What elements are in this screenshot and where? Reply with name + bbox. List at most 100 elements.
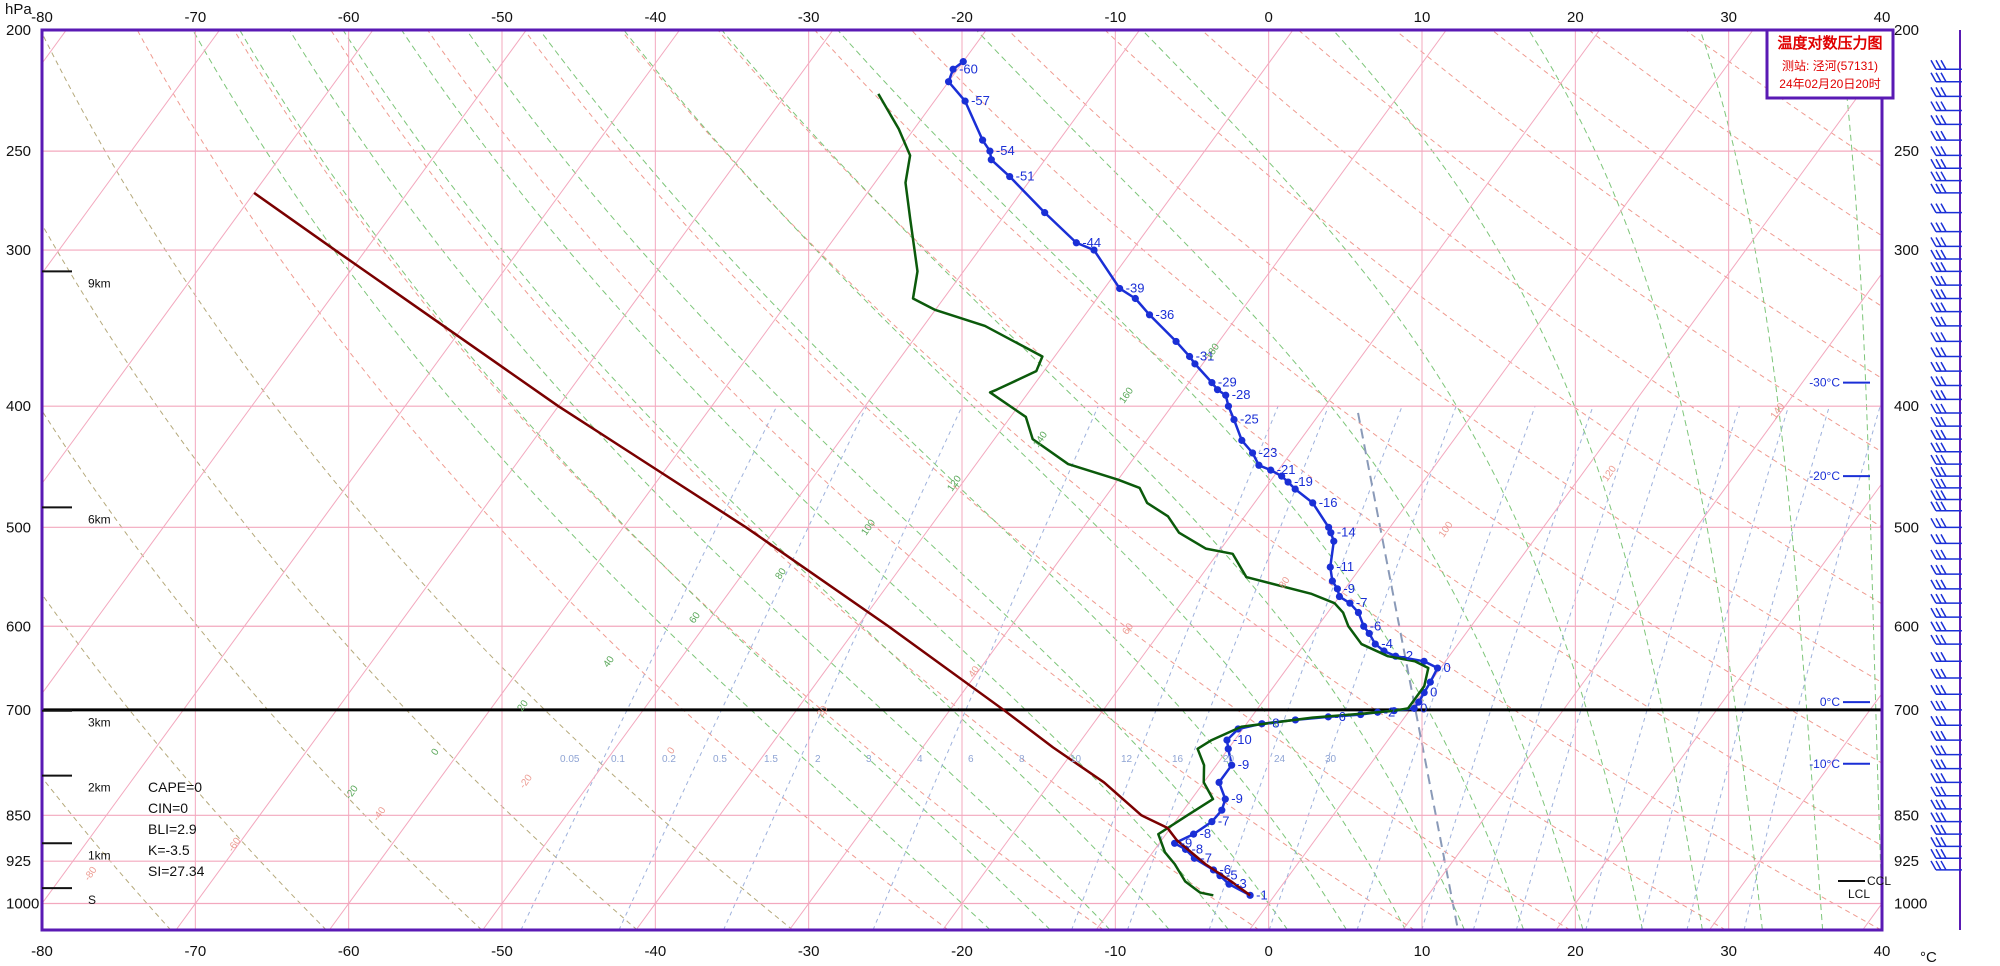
temperature-point-label: -11 bbox=[1336, 559, 1354, 574]
wind-barb-flag bbox=[1940, 799, 1947, 810]
mixing-ratio-value-label: 2 bbox=[815, 754, 821, 765]
dewpoint-line bbox=[877, 93, 1430, 897]
wind-barb-flag bbox=[1930, 249, 1937, 260]
wind-barb-flag bbox=[1935, 773, 1942, 783]
wind-barb bbox=[1930, 442, 1962, 453]
wind-barb-flag bbox=[1940, 684, 1947, 695]
mixing-ratio-value-label: 16 bbox=[1172, 754, 1184, 765]
wind-barb-flag bbox=[1930, 593, 1937, 604]
wind-barb-flag bbox=[1930, 183, 1937, 194]
temperature-point bbox=[1360, 622, 1368, 630]
wind-barb-flag bbox=[1940, 171, 1947, 182]
wind-barb-flag bbox=[1930, 700, 1937, 711]
wind-barb bbox=[1930, 549, 1962, 560]
isotherm bbox=[1095, 30, 1754, 930]
wind-barb-flag bbox=[1930, 289, 1937, 299]
wind-barb-flag bbox=[1935, 59, 1942, 70]
wind-barb-flag bbox=[1940, 183, 1947, 194]
wind-barb bbox=[1930, 700, 1962, 711]
wind-barb-flag bbox=[1940, 442, 1947, 453]
wind-barb-flag bbox=[1940, 237, 1947, 247]
wind-barb bbox=[1930, 275, 1962, 286]
temperature-point bbox=[1354, 608, 1363, 617]
wind-barb-flag bbox=[1930, 316, 1937, 327]
temperature-point bbox=[978, 136, 987, 144]
wind-barb bbox=[1930, 668, 1962, 679]
temperature-point-label: -6 bbox=[1334, 709, 1346, 724]
wind-barb-flag bbox=[1930, 171, 1937, 182]
wind-barb-flag bbox=[1930, 786, 1937, 797]
wind-barb-flag bbox=[1935, 730, 1942, 741]
temperature-point bbox=[1218, 806, 1226, 814]
wind-barb-flag bbox=[1935, 316, 1942, 327]
wind-barb-flag bbox=[1935, 700, 1942, 711]
temperature-point bbox=[1420, 657, 1428, 665]
temperature-point bbox=[1433, 664, 1442, 672]
mixing-ratio-line bbox=[520, 405, 778, 930]
wind-barb bbox=[1930, 403, 1962, 414]
dry-adiabat bbox=[717, 30, 1882, 930]
wind-barb-flag bbox=[1930, 745, 1937, 755]
wind-barb-flag bbox=[1940, 668, 1947, 679]
isotherm bbox=[42, 30, 374, 485]
wind-barb bbox=[1930, 478, 1962, 489]
right-pressure-tick-label: 500 bbox=[1894, 519, 1919, 536]
wind-barb bbox=[1930, 86, 1962, 98]
wind-barb-flag bbox=[1935, 454, 1942, 465]
height-temp-label: -30°C bbox=[1809, 376, 1840, 390]
wind-barb-flag bbox=[1935, 171, 1942, 182]
sounding-series bbox=[253, 58, 1442, 899]
mixing-ratio-value-label: 0.2 bbox=[662, 754, 676, 765]
wind-barb-flag bbox=[1935, 745, 1942, 755]
wind-barb bbox=[1930, 786, 1962, 797]
wind-barb bbox=[1930, 466, 1962, 477]
temperature-point bbox=[1208, 379, 1216, 387]
wind-barb-flag bbox=[1930, 429, 1937, 440]
wind-barb-flag bbox=[1930, 773, 1937, 783]
wind-barb-flag bbox=[1930, 59, 1937, 70]
wind-barb bbox=[1930, 261, 1962, 273]
temperature-point-label: -21 bbox=[1277, 462, 1296, 477]
wind-barb-flag bbox=[1940, 848, 1947, 859]
temperature-point-label: -39 bbox=[1126, 280, 1145, 295]
moist-adiabat bbox=[837, 30, 1525, 930]
moist-adiabat bbox=[1838, 30, 1882, 916]
wind-barb-flag bbox=[1940, 390, 1947, 400]
wind-barb bbox=[1930, 115, 1962, 126]
left-pressure-tick-label: 925 bbox=[6, 853, 31, 870]
wind-barb bbox=[1930, 490, 1962, 501]
wind-barb bbox=[1930, 158, 1962, 169]
wind-barb-flag bbox=[1940, 86, 1947, 97]
wind-barb bbox=[1930, 517, 1962, 529]
top-axis-tick-label: 40 bbox=[1874, 9, 1891, 26]
wind-barb bbox=[1930, 237, 1962, 248]
wind-barb-flag bbox=[1930, 146, 1937, 156]
left-pressure-tick-label: 600 bbox=[6, 618, 31, 635]
wind-barb-flag bbox=[1930, 607, 1937, 618]
wind-barb-flag bbox=[1935, 302, 1942, 312]
wind-barb-flag bbox=[1935, 668, 1942, 679]
bottom-axis-tick-label: -70 bbox=[184, 943, 206, 960]
wind-barb-flag bbox=[1935, 836, 1942, 847]
mixing-ratio-line bbox=[872, 406, 1099, 930]
wind-barb-flag bbox=[1935, 86, 1942, 97]
top-axis-tick-label: 20 bbox=[1567, 9, 1584, 26]
temperature-point-label: -9 bbox=[1238, 757, 1250, 772]
parcel-line bbox=[253, 191, 1251, 897]
wind-barb-flag bbox=[1940, 261, 1947, 272]
top-axis-tick-label: -20 bbox=[951, 9, 973, 26]
height-label: 9km bbox=[88, 276, 111, 290]
temperature-point bbox=[1326, 563, 1334, 571]
wind-barb-flag bbox=[1940, 715, 1947, 726]
wind-barb-flag bbox=[1935, 376, 1942, 386]
mixing-ratio-line bbox=[1472, 406, 1640, 930]
wind-barb bbox=[1930, 376, 1962, 387]
temperature-point bbox=[1116, 284, 1124, 293]
bottom-axis-tick-label: -10 bbox=[1104, 943, 1126, 960]
wind-barb-flag bbox=[1930, 416, 1937, 427]
wind-barb-flag bbox=[1930, 759, 1937, 770]
wind-barb-flag bbox=[1935, 158, 1942, 169]
wind-barb-flag bbox=[1940, 517, 1947, 528]
bottom-axis-tick-label: 40 bbox=[1874, 943, 1891, 960]
wind-barb-flag bbox=[1935, 593, 1942, 604]
